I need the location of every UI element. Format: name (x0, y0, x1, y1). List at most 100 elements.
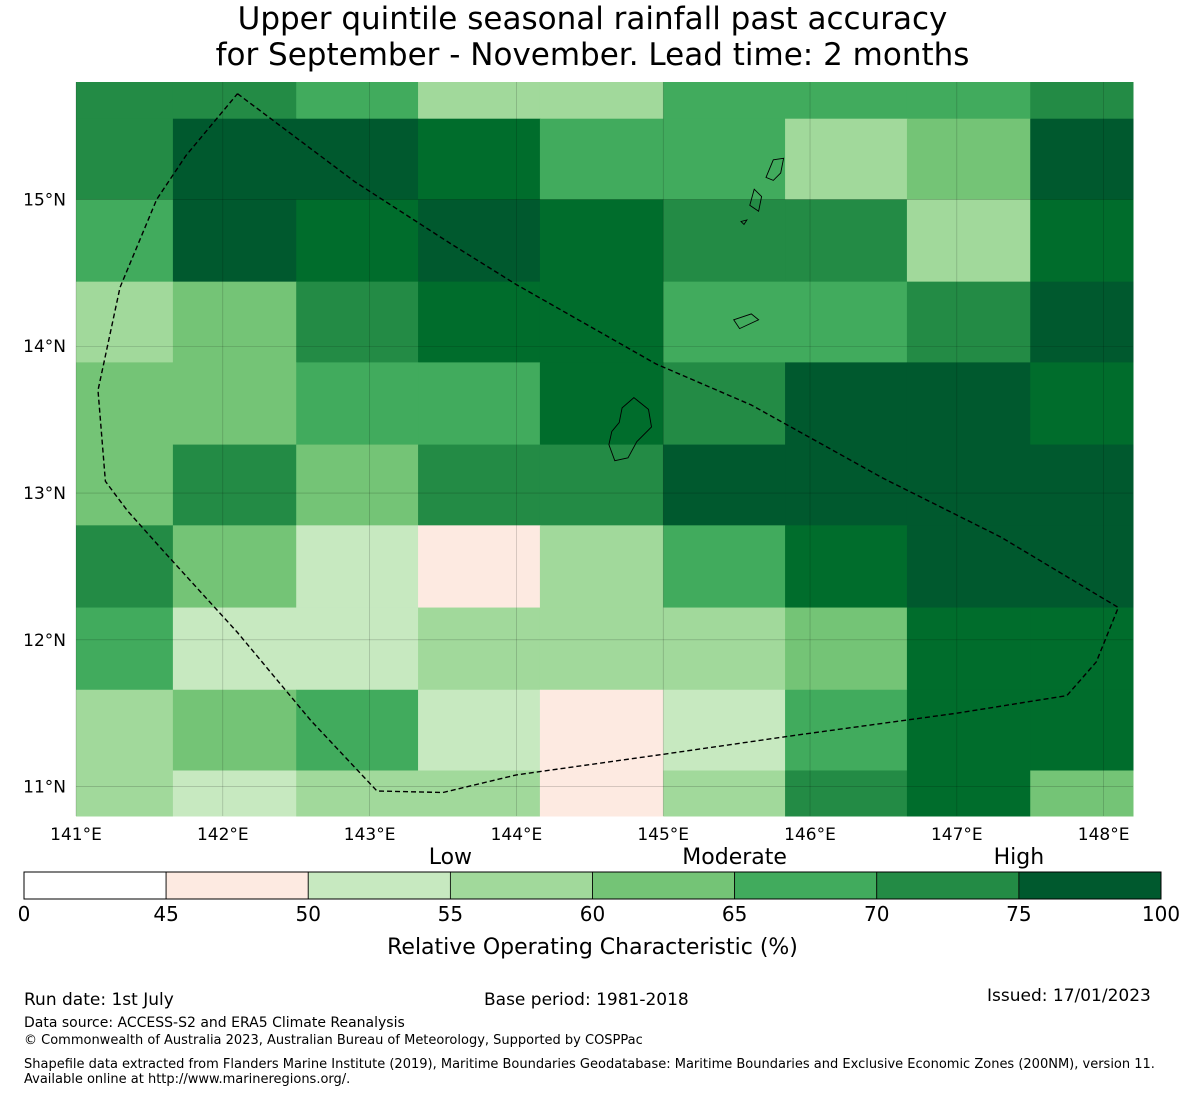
grid-cell (785, 607, 908, 691)
grid-cell (785, 770, 908, 817)
grid-cell (1030, 118, 1134, 200)
colorbar-segment (592, 871, 736, 900)
grid-cell (539, 199, 664, 283)
grid-cell (663, 199, 786, 283)
grid-cell (1030, 362, 1134, 446)
island-outline (608, 397, 652, 462)
grid-cell (296, 444, 419, 526)
colorbar-tick-label: 60 (580, 902, 605, 926)
grid-cell (76, 525, 174, 609)
grid-cell (785, 362, 908, 446)
x-tick-label: 141°E (50, 825, 102, 845)
colorbar-tick-label: 70 (864, 902, 889, 926)
grid-cell (418, 607, 541, 691)
colorbar-tick-label: 50 (296, 902, 321, 926)
grid-cell (76, 444, 174, 526)
colorbar-tick-label: 65 (722, 902, 747, 926)
grid-cell (906, 362, 1031, 446)
grid-cell (418, 689, 541, 771)
grid-cell (906, 770, 1031, 817)
x-tick-label: 144°E (491, 825, 543, 845)
grid-cell (663, 362, 786, 446)
grid-cell (76, 362, 174, 446)
grid-cell (76, 281, 174, 363)
colorbar-tick-label: 75 (1006, 902, 1031, 926)
x-tick-label: 142°E (197, 825, 249, 845)
grid-cell (663, 82, 786, 120)
chart-title-line-2: for September - November. Lead time: 2 m… (215, 37, 970, 73)
island-outline (749, 188, 763, 212)
grid-cell (172, 689, 297, 771)
grid-cell (785, 444, 908, 526)
grid-cell (906, 82, 1031, 120)
grid-cell (76, 689, 174, 771)
grid-cell (906, 607, 1031, 691)
grid-cell (296, 607, 419, 691)
grid-cell (296, 118, 419, 200)
grid-cell (172, 199, 297, 283)
x-tick-label: 143°E (344, 825, 396, 845)
grid-cell (539, 607, 664, 691)
island-outline (732, 313, 760, 330)
grid-cell (785, 118, 908, 200)
colorbar-category-label: Low (429, 845, 472, 870)
grid-cell (418, 525, 541, 609)
grid-cell (539, 689, 664, 771)
grid-cell (663, 525, 786, 609)
colorbar-segment (165, 871, 309, 900)
run-date: Run date: 1st July (24, 990, 174, 1010)
grid-cell (539, 770, 664, 817)
grid-cell (418, 281, 541, 363)
grid-cell (296, 199, 419, 283)
grid-cell (539, 444, 664, 526)
grid-cell (296, 82, 419, 120)
grid-cell (1030, 607, 1134, 691)
y-axis-ticks: 15°N 14°N 13°N 12°N 11°N (23, 190, 66, 797)
grid-cell (906, 199, 1031, 283)
grid-cell (906, 118, 1031, 200)
x-tick-label: 146°E (784, 825, 836, 845)
grid-cell (76, 199, 174, 283)
grid-cell (539, 525, 664, 609)
grid-cell (172, 118, 297, 200)
grid-cell (785, 82, 908, 120)
copyright: © Commonwealth of Australia 2023, Austra… (24, 1033, 643, 1048)
grid-cell (785, 199, 908, 283)
grid-cell (172, 281, 297, 363)
y-tick-label: 14°N (23, 337, 66, 357)
grid-cell (906, 281, 1031, 363)
x-axis-ticks: 141°E 142°E 143°E 144°E 145°E 146°E 147°E 148°E (50, 825, 1129, 845)
colorbar-segment (23, 871, 167, 900)
grid-cell (539, 82, 664, 120)
grid-cell (76, 770, 174, 817)
grid-cell (172, 770, 297, 817)
grid-cell (663, 281, 786, 363)
y-tick-label: 13°N (23, 484, 66, 504)
y-tick-label: 11°N (23, 778, 66, 798)
chart-title-line-1: Upper quintile seasonal rainfall past ac… (237, 1, 948, 37)
grid-cell (418, 82, 541, 120)
colorbar-segment (307, 871, 451, 900)
base-period: Base period: 1981-2018 (484, 990, 689, 1010)
eez-boundary (97, 93, 1120, 794)
grid-cell (539, 281, 664, 363)
grid-cell (418, 362, 541, 446)
x-tick-label: 148°E (1078, 825, 1130, 845)
colorbar-tick-label: 100 (1142, 902, 1180, 926)
grid-cell (663, 118, 786, 200)
colorbar-label: Relative Operating Characteristic (%) (387, 935, 798, 960)
grid-cell (296, 689, 419, 771)
map-gridlines (75, 82, 1133, 816)
grid-cell (76, 82, 174, 120)
island-outline (765, 157, 785, 181)
eez-boundary-line (97, 93, 1120, 794)
grid-cell (906, 689, 1031, 771)
data-source: Data source: ACCESS-S2 and ERA5 Climate … (24, 1015, 405, 1031)
grid-cell (663, 689, 786, 771)
island-outlines (608, 157, 785, 462)
y-tick-label: 12°N (23, 631, 66, 651)
grid-cell (785, 281, 908, 363)
grid-cell (1030, 770, 1134, 817)
grid-cell (76, 607, 174, 691)
grid-cell (1030, 444, 1134, 526)
